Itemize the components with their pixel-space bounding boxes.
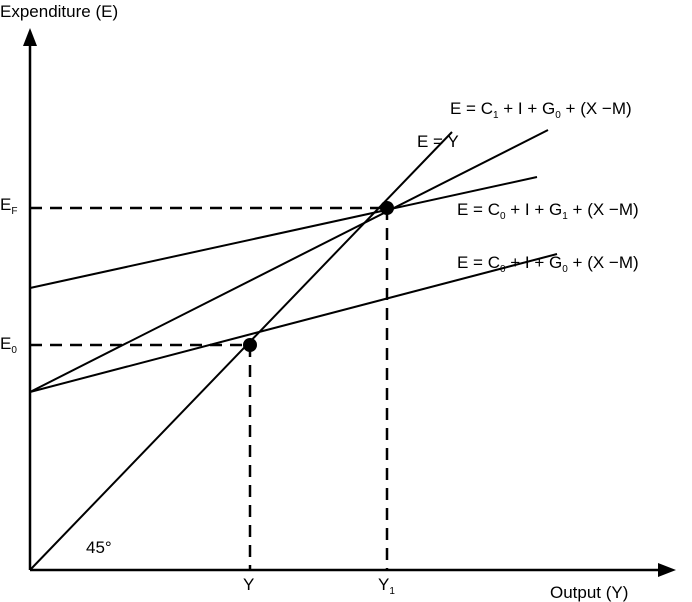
- y-label: Y: [243, 575, 254, 594]
- equilibrium-point-initial: [243, 338, 257, 352]
- top-line-label: E = C1 + I + G0 + (X −M): [450, 99, 632, 121]
- y-axis-title: Expenditure (E): [0, 2, 118, 21]
- e-equals-y-label: E = Y: [417, 132, 459, 151]
- equilibrium-point-new: [380, 201, 394, 215]
- angle-label: 45°: [86, 538, 112, 557]
- expenditure-line-top: [29, 129, 549, 393]
- e0-label: E0: [0, 334, 17, 356]
- low-line-label: E = C0 + I + G0 + (X −M): [457, 253, 639, 275]
- e-equals-y-line: [29, 131, 453, 571]
- x-axis-title: Output (Y): [550, 583, 628, 602]
- expenditure-line-mid: [29, 176, 538, 289]
- y1-label: Y1: [378, 575, 395, 597]
- mid-line-label: E = C0 + I + G1 + (X −M): [457, 200, 639, 222]
- y-axis-arrow-icon: [23, 28, 37, 46]
- ef-label: EF: [0, 195, 17, 217]
- x-axis-arrow-icon: [658, 563, 676, 577]
- expenditure-line-low: [29, 253, 558, 393]
